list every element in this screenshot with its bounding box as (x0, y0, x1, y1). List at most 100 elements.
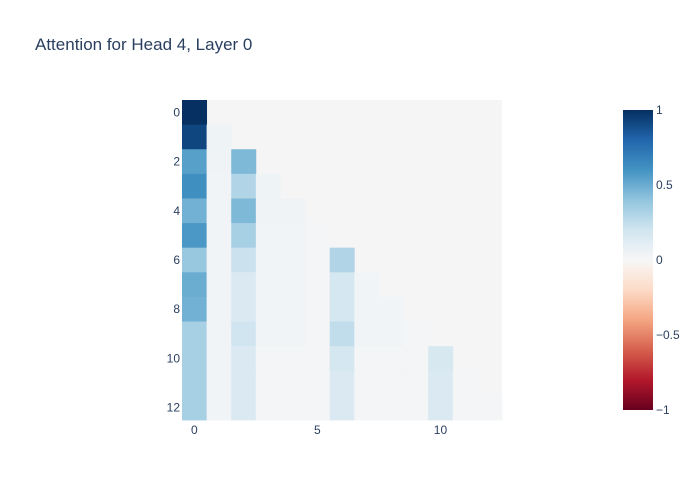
heatmap-cell (305, 272, 331, 298)
colorbar-tick-label: 0.5 (656, 178, 673, 192)
heatmap-cell (378, 370, 404, 396)
heatmap-cell (477, 395, 503, 421)
y-tick-label: 10 (167, 351, 181, 365)
heatmap-cell (255, 395, 281, 421)
colorbar-tick-label: −0.5 (656, 328, 680, 342)
heatmap-cell (305, 370, 331, 396)
y-tick-label: 8 (173, 302, 180, 316)
y-axis-ticks: 0 2 4 6 8 10 12 (167, 105, 181, 414)
heatmap-cell (280, 346, 306, 372)
heatmap-cell (329, 272, 355, 298)
heatmap-cell (452, 395, 478, 421)
heatmap-cell (329, 321, 355, 347)
heatmap-cell (428, 395, 454, 421)
heatmap-cell (231, 346, 257, 372)
y-tick-label: 6 (173, 253, 180, 267)
heatmap-cell (403, 370, 429, 396)
y-tick-label: 0 (173, 105, 180, 119)
heatmap-cell (255, 296, 281, 322)
heatmap-cell (354, 346, 380, 372)
x-axis-ticks: 0 5 10 (191, 423, 447, 437)
heatmap-cell (255, 346, 281, 372)
heatmap-cell (280, 395, 306, 421)
heatmap-cell (305, 321, 331, 347)
heatmap-cell (231, 223, 257, 249)
heatmap-cell (231, 321, 257, 347)
heatmap-cell (182, 100, 208, 126)
heatmap-cell (378, 395, 404, 421)
heatmap-cell (329, 370, 355, 396)
heatmap-cell (305, 346, 331, 372)
heatmap-cell (182, 124, 208, 150)
heatmap-cell (255, 173, 281, 199)
heatmap-cell (182, 247, 208, 273)
colorbar-tick-label: −1 (656, 403, 670, 417)
x-tick-label: 0 (191, 423, 198, 437)
heatmap-cell (206, 149, 232, 175)
heatmap-cell (206, 370, 232, 396)
heatmap-cell (231, 247, 257, 273)
heatmap-cell (280, 296, 306, 322)
heatmap-cell (305, 223, 331, 249)
colorbar-tick-label: 1 (656, 103, 663, 117)
heatmap-cell (206, 173, 232, 199)
heatmap-cell (354, 321, 380, 347)
heatmap-cell (403, 321, 429, 347)
x-tick-label: 5 (314, 423, 321, 437)
heatmap-cell (280, 370, 306, 396)
heatmap-cell (206, 272, 232, 298)
heatmap-cell (231, 370, 257, 396)
heatmap-cell (305, 296, 331, 322)
heatmap-cell (206, 247, 232, 273)
heatmap-cell (231, 198, 257, 224)
heatmap-cell (378, 296, 404, 322)
heatmap-cell (231, 296, 257, 322)
heatmap-cell (206, 198, 232, 224)
heatmap-cell (305, 395, 331, 421)
y-tick-label: 12 (167, 401, 181, 415)
heatmap-cell (280, 272, 306, 298)
heatmap-cell (329, 247, 355, 273)
heatmap-cell (305, 247, 331, 273)
heatmap-cell (255, 321, 281, 347)
colorbar-ticks: 1 0.5 0 −0.5 −1 (656, 103, 680, 417)
heatmap-cell (231, 149, 257, 175)
heatmap-cell (354, 272, 380, 298)
heatmap-cell (354, 370, 380, 396)
heatmap-cell (255, 370, 281, 396)
heatmap-cell (182, 223, 208, 249)
heatmap-cell (280, 223, 306, 249)
heatmap-cell (378, 321, 404, 347)
heatmap-cell (280, 247, 306, 273)
heatmap-cell (182, 173, 208, 199)
y-tick-label: 2 (173, 155, 180, 169)
heatmap-cell (206, 296, 232, 322)
heatmap-cell (182, 346, 208, 372)
heatmap-cell (255, 247, 281, 273)
heatmap-cell (354, 296, 380, 322)
heatmap-cell (231, 272, 257, 298)
heatmap-cell (403, 395, 429, 421)
heatmap-cell (206, 124, 232, 150)
heatmap-cell (182, 198, 208, 224)
heatmap-cell (231, 173, 257, 199)
heatmap-cell (403, 346, 429, 372)
heatmap-cell (428, 370, 454, 396)
colorbar-tick-label: 0 (656, 253, 663, 267)
heatmap-cell (182, 296, 208, 322)
x-tick-label: 10 (434, 423, 448, 437)
heatmap-cell (280, 198, 306, 224)
heatmap-cells (182, 100, 503, 421)
heatmap-cell (182, 321, 208, 347)
heatmap-cell (329, 346, 355, 372)
heatmap-cell (255, 223, 281, 249)
heatmap-cell (206, 223, 232, 249)
chart-title: Attention for Head 4, Layer 0 (35, 35, 252, 54)
heatmap-cell (280, 321, 306, 347)
heatmap-cell (206, 321, 232, 347)
heatmap-cell (231, 395, 257, 421)
heatmap-cell (182, 370, 208, 396)
heatmap-cell (428, 346, 454, 372)
heatmap-cell (354, 395, 380, 421)
